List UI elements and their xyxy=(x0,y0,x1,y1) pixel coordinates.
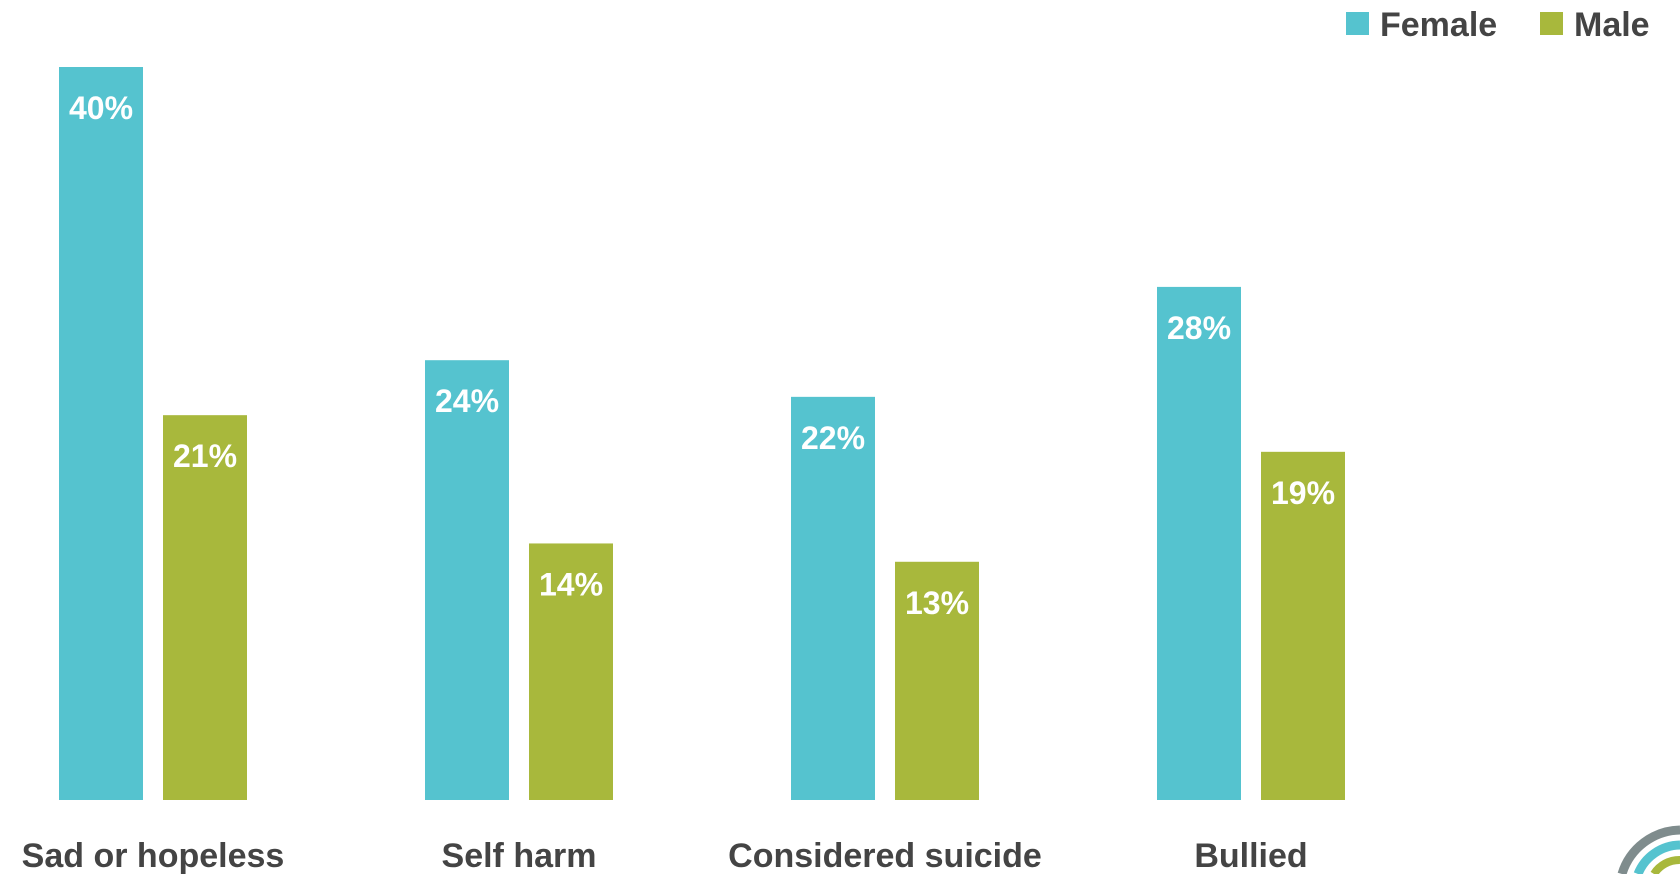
logo-icon xyxy=(1617,825,1680,874)
data-label-female-2: 22% xyxy=(801,420,865,456)
bar-female-0 xyxy=(59,67,143,800)
bar-male-1 xyxy=(529,543,613,800)
data-label-male-0: 21% xyxy=(173,438,237,474)
bar-male-2 xyxy=(895,561,979,800)
category-label-3: Bullied xyxy=(1194,837,1307,874)
bars-group xyxy=(59,67,1345,800)
data-label-male-1: 14% xyxy=(539,566,603,602)
data-label-female-1: 24% xyxy=(435,383,499,419)
category-label-1: Self harm xyxy=(442,837,597,874)
category-label-2: Considered suicide xyxy=(728,837,1042,874)
legend-swatch-male xyxy=(1540,12,1563,35)
logo-arc-middle xyxy=(1633,840,1680,874)
bar-female-2 xyxy=(791,396,875,800)
data-label-male-2: 13% xyxy=(905,585,969,621)
logo-arc-inner xyxy=(1650,856,1680,874)
legend: Female Male xyxy=(1346,6,1650,44)
data-label-female-0: 40% xyxy=(69,90,133,126)
category-labels-group: Sad or hopeless Self harm Considered suici… xyxy=(22,837,1308,874)
logo-arc-outer xyxy=(1617,825,1680,874)
bar-female-3 xyxy=(1157,286,1241,800)
bar-male-3 xyxy=(1261,451,1345,800)
data-label-female-3: 28% xyxy=(1167,310,1231,346)
bar-female-1 xyxy=(425,360,509,800)
legend-label-female: Female xyxy=(1380,6,1497,44)
legend-label-male: Male xyxy=(1574,6,1650,44)
bar-male-0 xyxy=(163,415,247,800)
data-label-male-3: 19% xyxy=(1271,475,1335,511)
category-label-0: Sad or hopeless xyxy=(22,837,285,874)
legend-swatch-female xyxy=(1346,12,1369,35)
data-labels-group: 40% 21% 24% 14% 22% 13% 28% 19% xyxy=(69,90,1335,621)
